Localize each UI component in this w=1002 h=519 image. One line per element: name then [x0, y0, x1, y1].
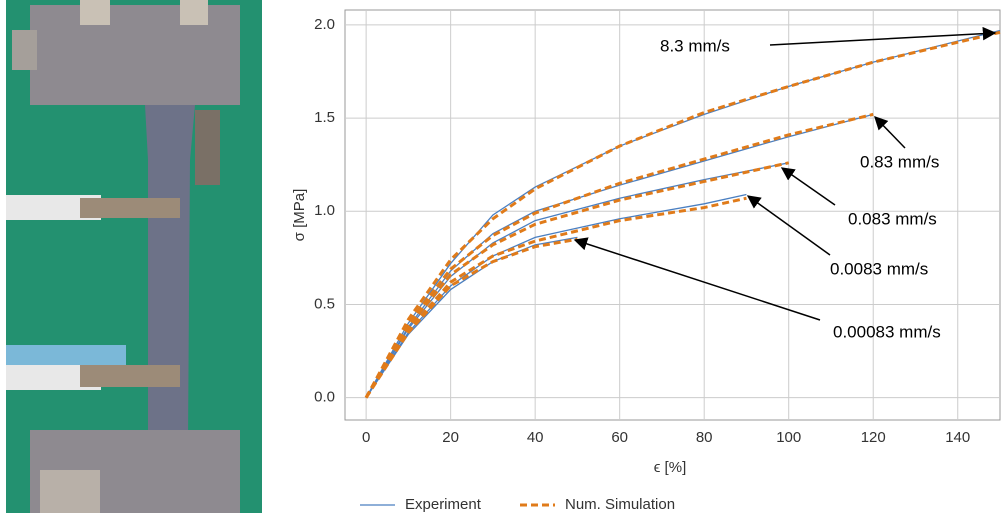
y-tick-label: 1.5: [314, 109, 335, 126]
legend-label: Experiment: [405, 496, 482, 513]
annotation: 0.0083 mm/s: [830, 259, 928, 278]
annotation-arrow: [874, 116, 906, 149]
x-tick-label: 120: [861, 429, 886, 446]
annotation-arrow: [746, 195, 831, 256]
y-tick-label: 0.0: [314, 389, 335, 406]
curve: [364, 112, 874, 399]
x-tick-label: 60: [611, 429, 628, 446]
annotation: 0.00083 mm/s: [833, 322, 941, 341]
x-axis-title: ϵ [%]: [654, 459, 686, 476]
x-tick-label: 40: [527, 429, 544, 446]
annotation-arrow: [780, 167, 836, 206]
x-tick-label: 0: [362, 429, 370, 446]
y-tick-label: 0.5: [314, 295, 335, 312]
x-tick-label: 20: [442, 429, 459, 446]
y-tick-label: 1.0: [314, 202, 335, 219]
plot-frame: [344, 9, 1001, 421]
curve: [364, 161, 790, 399]
annotation: 0.83 mm/s: [860, 152, 939, 171]
curve: [364, 30, 1001, 399]
annotation: 8.3 mm/s: [660, 36, 730, 55]
x-tick-label: 80: [696, 429, 713, 446]
curve: [364, 237, 578, 399]
curve: [365, 236, 578, 398]
annotation-arrow: [573, 237, 821, 321]
y-axis-title: σ [MPa]: [291, 189, 308, 242]
x-tick-label: 140: [945, 429, 970, 446]
x-tick-label: 100: [776, 429, 801, 446]
legend-label: Num. Simulation: [565, 496, 675, 513]
photo: [6, 0, 262, 513]
y-tick-label: 2.0: [314, 16, 335, 33]
annotation-arrow: [769, 26, 997, 46]
annotation: 0.083 mm/s: [848, 209, 937, 228]
